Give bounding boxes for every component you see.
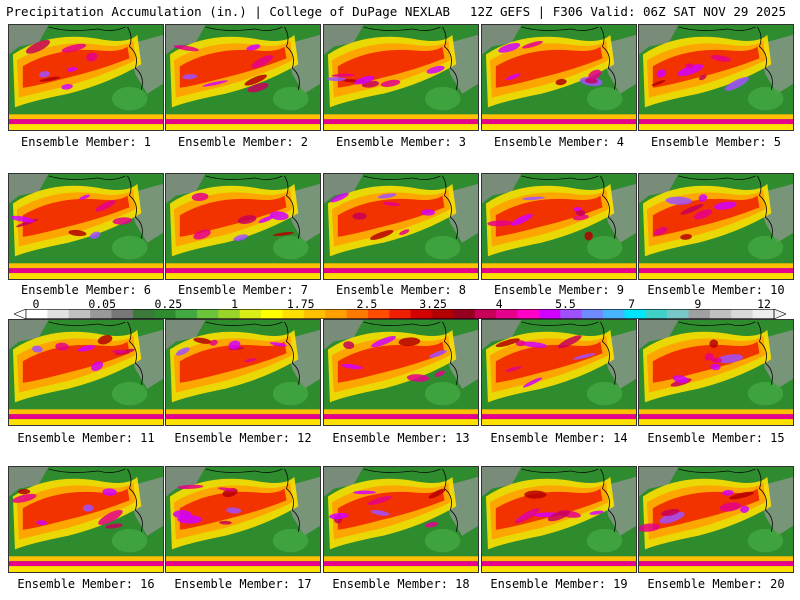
colorbar-swatch xyxy=(688,309,711,319)
colorbar-swatch xyxy=(132,309,155,319)
colorbar-tick-label: 7 xyxy=(628,297,636,311)
colorbar-tick-label: 0.25 xyxy=(154,297,183,311)
ensemble-map-panel xyxy=(323,173,479,280)
ensemble-map-panel xyxy=(323,466,479,573)
ensemble-member-label: Ensemble Member: 10 xyxy=(647,283,785,297)
colorbar-swatch xyxy=(111,309,134,319)
colorbar-swatch xyxy=(90,309,112,319)
colorbar-right-arrow xyxy=(773,309,786,319)
model-run-info: 12Z GEFS | F306 Valid: 06Z SAT NOV 29 20… xyxy=(469,4,786,19)
colorbar-swatch xyxy=(560,309,582,319)
ensemble-member-label: Ensemble Member: 19 xyxy=(490,577,628,591)
colorbar-swatch xyxy=(154,309,176,319)
ensemble-map-panel xyxy=(323,319,479,426)
ensemble-member-label: Ensemble Member: 20 xyxy=(647,577,785,591)
colorbar-swatch xyxy=(26,309,48,319)
colorbar-swatch xyxy=(389,309,411,319)
ensemble-member-label: Ensemble Member: 5 xyxy=(650,135,782,149)
ensemble-member-label: Ensemble Member: 8 xyxy=(335,283,467,297)
ensemble-map-panel xyxy=(8,173,164,280)
colorbar-tick-label: 12 xyxy=(757,297,771,311)
colorbar-swatch xyxy=(709,309,732,319)
colorbar-swatch xyxy=(538,309,561,319)
colorbar-swatch xyxy=(453,309,476,319)
colorbar-swatch xyxy=(581,309,604,319)
colorbar-swatch xyxy=(624,309,647,319)
ensemble-map-panel xyxy=(638,466,794,573)
ensemble-map-panel xyxy=(481,24,637,131)
colorbar-tick-label: 5.5 xyxy=(555,297,576,311)
colorbar-swatch xyxy=(432,309,454,319)
colorbar-swatch xyxy=(47,309,70,319)
colorbar-swatch xyxy=(218,309,241,319)
colorbar-tick-label: 0.05 xyxy=(88,297,117,311)
ensemble-map-panel xyxy=(165,173,321,280)
ensemble-map-panel xyxy=(638,24,794,131)
colorbar-tick-label: 4 xyxy=(495,297,503,311)
colorbar-swatch xyxy=(603,309,625,319)
ensemble-member-label: Ensemble Member: 12 xyxy=(174,431,312,445)
precipitation-colorbar xyxy=(14,309,786,319)
colorbar-swatch xyxy=(175,309,198,319)
chart-title: Precipitation Accumulation (in.) | Colle… xyxy=(6,4,451,19)
colorbar-swatch xyxy=(410,309,433,319)
ensemble-member-label: Ensemble Member: 17 xyxy=(174,577,312,591)
colorbar-tick-label: 9 xyxy=(694,297,702,311)
colorbar-swatch xyxy=(645,309,668,319)
colorbar-swatch xyxy=(196,309,219,319)
ensemble-member-label: Ensemble Member: 15 xyxy=(647,431,785,445)
colorbar-swatch xyxy=(367,309,390,319)
ensemble-map-panel xyxy=(481,173,637,280)
colorbar-swatch xyxy=(261,309,283,319)
ensemble-member-label: Ensemble Member: 3 xyxy=(335,135,467,149)
colorbar-tick-label: 3.25 xyxy=(419,297,447,311)
colorbar-swatch xyxy=(303,309,326,319)
ensemble-member-label: Ensemble Member: 6 xyxy=(20,283,152,297)
ensemble-map-panel xyxy=(8,466,164,573)
colorbar-tick-label: 0 xyxy=(32,297,40,311)
ensemble-map-panel xyxy=(165,466,321,573)
colorbar-swatch xyxy=(731,309,753,319)
ensemble-member-label: Ensemble Member: 9 xyxy=(493,283,625,297)
colorbar-tick-label: 2.5 xyxy=(356,297,378,311)
colorbar-swatch xyxy=(496,309,518,319)
ensemble-map-panel xyxy=(481,319,637,426)
ensemble-member-label: Ensemble Member: 18 xyxy=(332,577,470,591)
colorbar-swatch xyxy=(667,309,689,319)
ensemble-member-label: Ensemble Member: 11 xyxy=(17,431,155,445)
ensemble-map-panel xyxy=(638,173,794,280)
colorbar-tick-label: 1.75 xyxy=(286,297,315,311)
ensemble-map-panel xyxy=(165,319,321,426)
ensemble-map-panel xyxy=(323,24,479,131)
colorbar-left-arrow xyxy=(14,309,27,319)
colorbar-swatch xyxy=(68,309,91,319)
ensemble-member-label: Ensemble Member: 16 xyxy=(17,577,155,591)
ensemble-member-label: Ensemble Member: 13 xyxy=(332,431,470,445)
colorbar-swatch xyxy=(325,309,347,319)
colorbar-swatch xyxy=(239,309,262,319)
ensemble-member-label: Ensemble Member: 2 xyxy=(177,135,309,149)
ensemble-member-label: Ensemble Member: 7 xyxy=(177,283,309,297)
ensemble-map-panel xyxy=(481,466,637,573)
ensemble-map-panel xyxy=(638,319,794,426)
ensemble-member-label: Ensemble Member: 1 xyxy=(20,135,152,149)
colorbar-swatch xyxy=(474,309,497,319)
colorbar-tick-label: 1 xyxy=(231,297,238,311)
colorbar-swatch xyxy=(346,309,369,319)
colorbar-swatch xyxy=(517,309,540,319)
ensemble-member-label: Ensemble Member: 4 xyxy=(493,135,625,149)
ensemble-member-label: Ensemble Member: 14 xyxy=(490,431,628,445)
ensemble-map-panel xyxy=(165,24,321,131)
colorbar-swatch xyxy=(282,309,305,319)
ensemble-map-panel xyxy=(8,24,164,131)
ensemble-map-panel xyxy=(8,319,164,426)
colorbar-swatch xyxy=(752,309,775,319)
